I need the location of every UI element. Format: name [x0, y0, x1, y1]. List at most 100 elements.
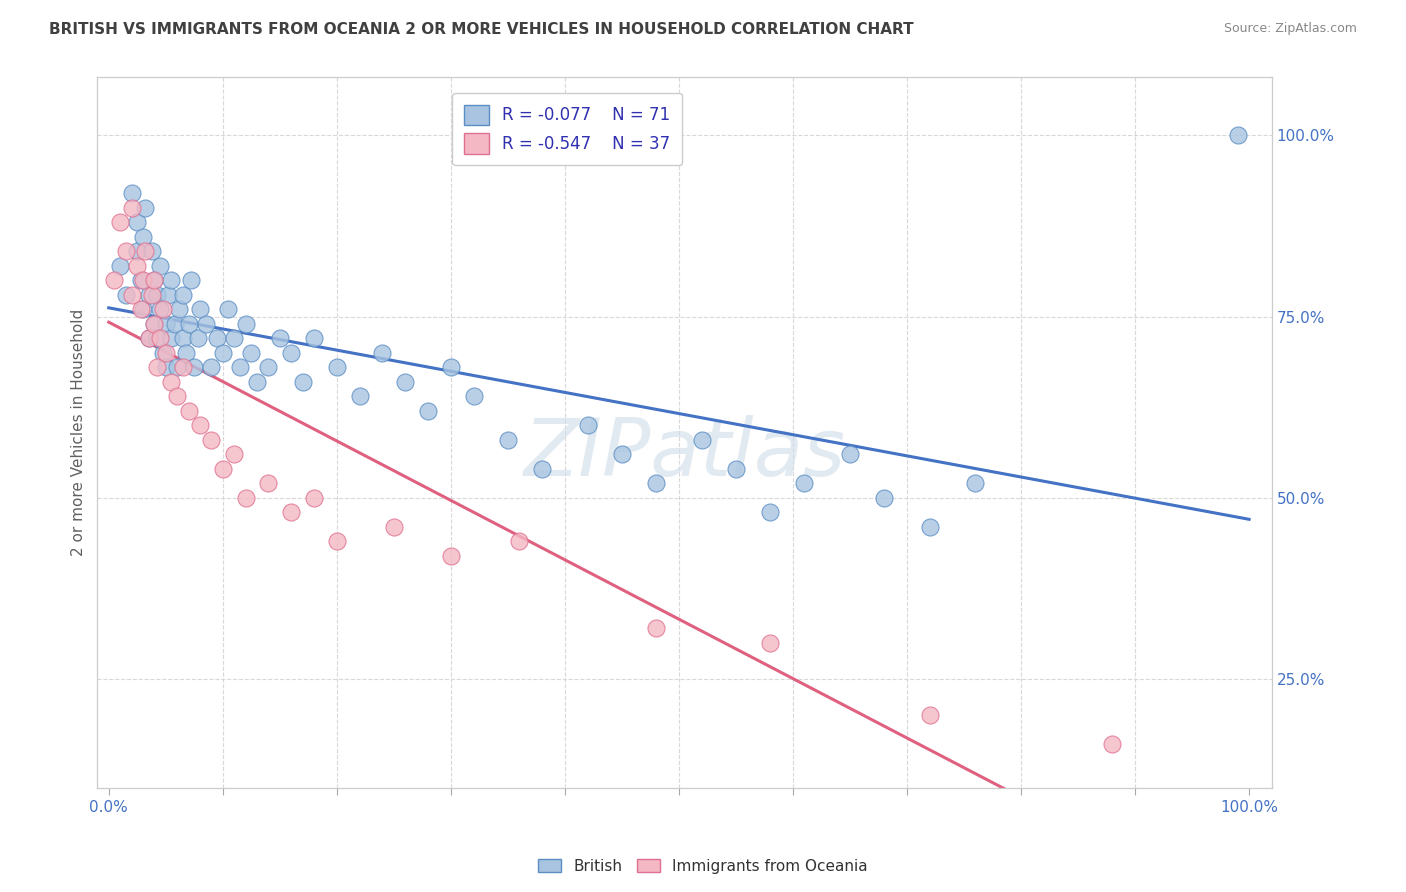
- Point: [1101, 737, 1123, 751]
- Point: [121, 288, 143, 302]
- Point: [145, 360, 167, 375]
- Point: [108, 259, 131, 273]
- Point: [108, 215, 131, 229]
- Point: [382, 520, 405, 534]
- Point: [149, 259, 172, 273]
- Point: [280, 505, 302, 519]
- Point: [169, 302, 191, 317]
- Point: [326, 360, 349, 375]
- Point: [724, 462, 747, 476]
- Point: [115, 288, 138, 302]
- Point: [188, 302, 211, 317]
- Point: [115, 244, 138, 259]
- Point: [759, 505, 782, 519]
- Point: [235, 491, 257, 505]
- Point: [610, 447, 633, 461]
- Point: [269, 331, 291, 345]
- Point: [257, 360, 280, 375]
- Point: [839, 447, 862, 461]
- Point: [129, 273, 152, 287]
- Point: [103, 273, 125, 287]
- Point: [127, 259, 149, 273]
- Point: [152, 302, 174, 317]
- Point: [141, 244, 163, 259]
- Point: [371, 346, 394, 360]
- Point: [235, 317, 257, 331]
- Point: [145, 331, 167, 345]
- Point: [143, 273, 166, 287]
- Point: [160, 273, 183, 287]
- Point: [183, 360, 205, 375]
- Point: [200, 360, 222, 375]
- Text: ZIPatlas: ZIPatlas: [523, 415, 845, 493]
- Point: [163, 317, 186, 331]
- Point: [496, 433, 519, 447]
- Point: [143, 273, 166, 287]
- Point: [145, 288, 167, 302]
- Legend: British, Immigrants from Oceania: British, Immigrants from Oceania: [531, 853, 875, 880]
- Point: [160, 375, 183, 389]
- Point: [149, 331, 172, 345]
- Point: [166, 389, 188, 403]
- Point: [121, 201, 143, 215]
- Point: [127, 244, 149, 259]
- Point: [134, 244, 156, 259]
- Point: [576, 418, 599, 433]
- Point: [121, 186, 143, 201]
- Point: [645, 476, 668, 491]
- Point: [138, 331, 160, 345]
- Y-axis label: 2 or more Vehicles in Household: 2 or more Vehicles in Household: [72, 309, 86, 557]
- Point: [149, 302, 172, 317]
- Point: [291, 375, 314, 389]
- Point: [132, 302, 155, 317]
- Point: [141, 288, 163, 302]
- Point: [211, 346, 233, 360]
- Point: [302, 331, 325, 345]
- Point: [240, 346, 263, 360]
- Point: [416, 404, 439, 418]
- Point: [172, 288, 194, 302]
- Legend: R = -0.077    N = 71, R = -0.547    N = 37: R = -0.077 N = 71, R = -0.547 N = 37: [453, 93, 682, 165]
- Point: [180, 273, 202, 287]
- Point: [152, 346, 174, 360]
- Point: [157, 288, 180, 302]
- Point: [172, 360, 194, 375]
- Point: [793, 476, 815, 491]
- Point: [211, 462, 233, 476]
- Point: [690, 433, 713, 447]
- Point: [134, 201, 156, 215]
- Point: [918, 708, 941, 723]
- Point: [246, 375, 269, 389]
- Point: [918, 520, 941, 534]
- Point: [138, 288, 160, 302]
- Point: [205, 331, 228, 345]
- Point: [177, 317, 200, 331]
- Point: [463, 389, 485, 403]
- Point: [138, 331, 160, 345]
- Point: [188, 418, 211, 433]
- Point: [229, 360, 252, 375]
- Point: [176, 346, 198, 360]
- Point: [166, 360, 188, 375]
- Point: [218, 302, 240, 317]
- Text: BRITISH VS IMMIGRANTS FROM OCEANIA 2 OR MORE VEHICLES IN HOUSEHOLD CORRELATION C: BRITISH VS IMMIGRANTS FROM OCEANIA 2 OR …: [49, 22, 914, 37]
- Point: [160, 331, 183, 345]
- Point: [873, 491, 896, 505]
- Point: [172, 331, 194, 345]
- Point: [155, 317, 177, 331]
- Point: [302, 491, 325, 505]
- Point: [129, 302, 152, 317]
- Point: [132, 230, 155, 244]
- Point: [1226, 128, 1249, 143]
- Point: [143, 317, 166, 331]
- Point: [257, 476, 280, 491]
- Point: [394, 375, 416, 389]
- Point: [187, 331, 209, 345]
- Text: Source: ZipAtlas.com: Source: ZipAtlas.com: [1223, 22, 1357, 36]
- Point: [326, 534, 349, 549]
- Point: [132, 273, 155, 287]
- Point: [531, 462, 554, 476]
- Point: [143, 317, 166, 331]
- Point: [194, 317, 217, 331]
- Point: [155, 346, 177, 360]
